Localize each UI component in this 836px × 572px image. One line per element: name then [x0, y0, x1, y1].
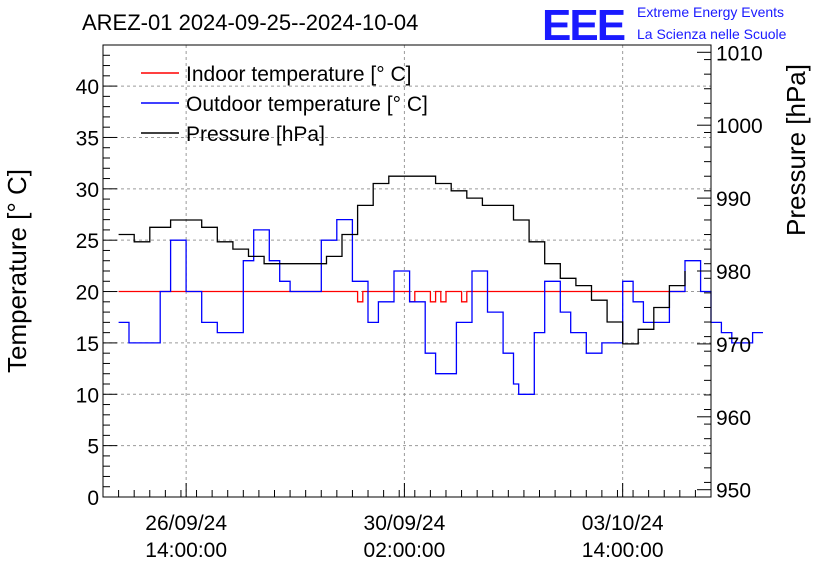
series-line-1 [118, 290, 685, 303]
y2-tick-label: 990 [716, 188, 751, 211]
legend-label-1: Indoor temperature [° C] [186, 63, 412, 86]
legend: Indoor temperature [° C] Outdoor temperat… [141, 63, 428, 146]
y-tick-label: 5 [87, 436, 99, 459]
y-tick-label: 15 [76, 333, 99, 356]
y-tick-label: 0 [87, 487, 99, 510]
time-axis: 26/09/24 14:00:00 30/09/24 02:00:00 03/10/24… [118, 483, 696, 562]
y-tick-label: 20 [76, 282, 99, 305]
x-tick-label-date: 03/10/24 [582, 512, 664, 535]
y-tick-label: 10 [76, 384, 99, 407]
y-tick-label: 35 [76, 127, 99, 150]
y2-tick-label: 950 [716, 480, 751, 503]
chart-title: AREZ-01 2024-09-25--2024-10-04 [82, 10, 418, 35]
y2-tick-label: 960 [716, 407, 751, 430]
y2-tick-label: 970 [716, 334, 751, 357]
x-tick-label-date: 30/09/24 [364, 512, 446, 535]
eee-logo: EEE [542, 1, 627, 50]
x-tick-label-time: 14:00:00 [145, 539, 227, 562]
pressure-axis: 950 960 970 980 990 1000 1010 [697, 42, 763, 503]
x-tick-label-time: 02:00:00 [364, 539, 446, 562]
legend-label-3: Pressure [hPa] [186, 123, 325, 146]
legend-label-2: Outdoor temperature [° C] [186, 93, 428, 116]
x-tick-label-date: 26/09/24 [145, 512, 227, 535]
y-axis-title: Temperature [° C] [2, 169, 32, 373]
org-subtitle: La Scienza nelle Scuole [637, 26, 787, 42]
y-tick-label: 40 [76, 76, 99, 99]
x-tick-label-time: 14:00:00 [582, 539, 664, 562]
y2-tick-label: 980 [716, 261, 751, 284]
y2-axis-title: Pressure [hPa] [781, 64, 811, 236]
org-name: Extreme Energy Events [637, 4, 784, 20]
plot-series-group [118, 175, 763, 395]
eee-logo-text: EEE [542, 1, 625, 50]
y-tick-label: 25 [76, 230, 99, 253]
temperature-axis: 0 5 10 15 20 25 30 35 40 [76, 54, 117, 510]
y-tick-label: 30 [76, 179, 99, 202]
series-line-2 [118, 218, 763, 395]
y2-tick-label: 1010 [716, 42, 763, 65]
series-line-3 [118, 175, 686, 345]
y2-tick-label: 1000 [716, 115, 763, 138]
